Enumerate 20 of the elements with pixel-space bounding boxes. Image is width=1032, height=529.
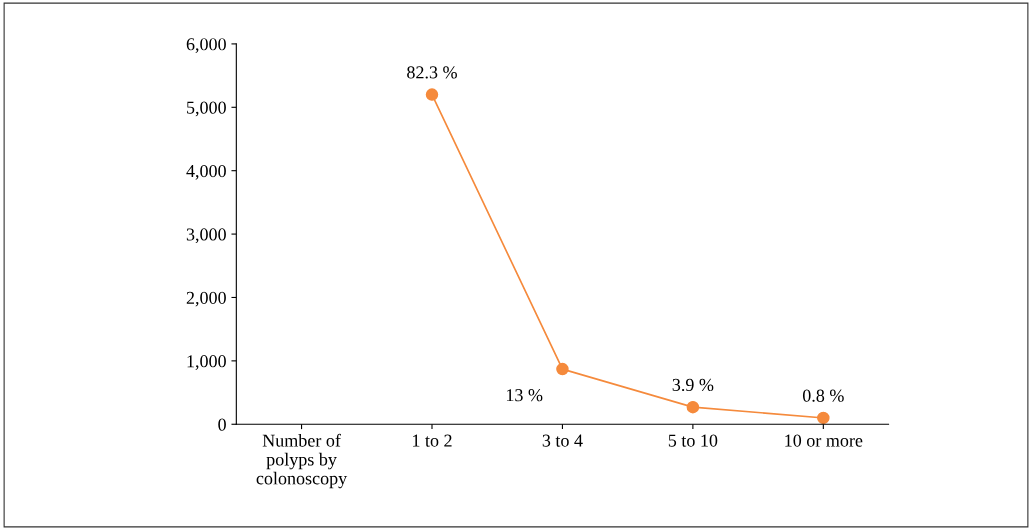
x-tick-label: 5 to 10 (668, 434, 718, 447)
y-tick-label: 6,000 (186, 38, 226, 53)
annotation: 13 % (506, 389, 543, 402)
y-tick-label: 5,000 (187, 101, 226, 117)
point (686, 400, 700, 414)
x-tick-label: 10 or more (785, 434, 863, 447)
point (425, 88, 439, 101)
y-tick-label: 1,000 (187, 355, 226, 370)
y-tick-label: 0 (218, 418, 226, 431)
y-tick-label: 2,000 (186, 291, 226, 307)
x-tick-label: 1 to 2 (413, 434, 452, 447)
point (556, 362, 569, 376)
annotation: 0.8 % (802, 389, 844, 402)
annotation: 3.9 % (672, 378, 714, 392)
y-tick-label: 4,000 (186, 164, 226, 180)
x-tick-label: Number of polyps by colonoscopy (256, 433, 348, 489)
y-tick-label: 3,000 (186, 228, 226, 244)
annotation: 82.3 % (407, 66, 457, 79)
x-tick-label: 3 to 4 (542, 434, 583, 447)
point (817, 411, 830, 425)
